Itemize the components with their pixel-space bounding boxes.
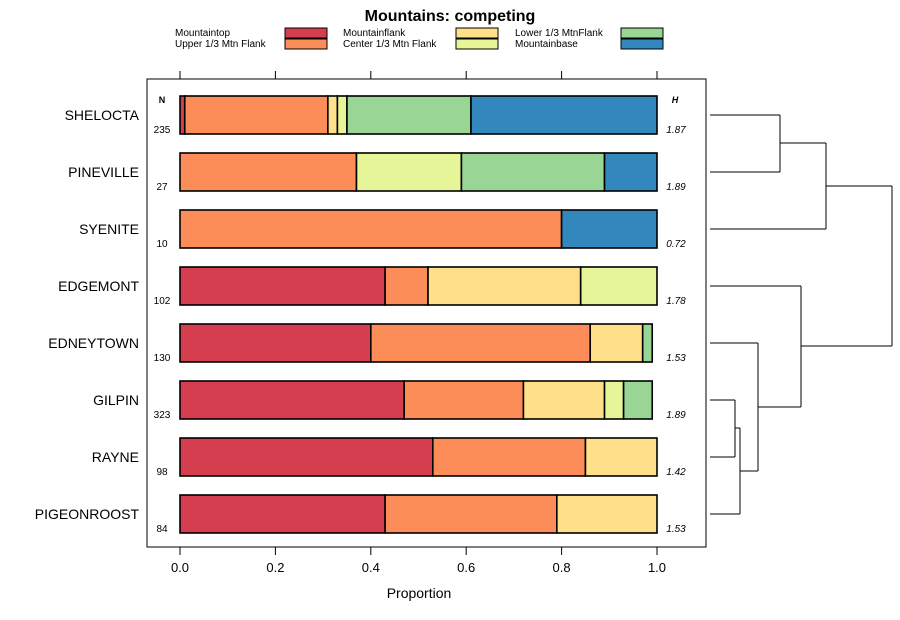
dendrogram [710, 114, 893, 515]
bar-segment [179, 380, 405, 420]
bar-segment [556, 494, 658, 534]
h-value: 1.89 [666, 182, 686, 193]
category-label: RAYNE [92, 449, 139, 465]
bar-segment [179, 323, 372, 363]
h-value: 1.53 [666, 353, 686, 364]
category-label: PIGEONROOST [35, 506, 140, 522]
category-label: SYENITE [79, 221, 139, 237]
n-column-header: N [159, 95, 166, 105]
bar-segment [179, 152, 358, 192]
h-value: 1.53 [666, 524, 686, 535]
x-tick-label: 0.0 [171, 560, 189, 575]
bar-segment [432, 437, 587, 477]
bar-segment [384, 266, 429, 306]
legend-label: Mountaintop [175, 28, 230, 39]
x-tick-label: 0.6 [457, 560, 475, 575]
h-value: 1.78 [666, 296, 686, 307]
legend-label: Lower 1/3 MtnFlank [515, 28, 604, 39]
bar-segment [336, 95, 348, 135]
n-value: 27 [156, 182, 168, 193]
category-label: EDGEMONT [58, 278, 139, 294]
bar-segment [584, 437, 658, 477]
legend-label: Upper 1/3 Mtn Flank [175, 39, 267, 50]
n-value: 235 [154, 125, 171, 136]
bar-segment [403, 380, 525, 420]
category-label: PINEVILLE [68, 164, 139, 180]
bar-segment [327, 95, 339, 135]
bar-segment [179, 266, 386, 306]
legend-label: Center 1/3 Mtn Flank [343, 39, 437, 50]
n-value: 323 [154, 410, 171, 421]
bar-segment [384, 494, 558, 534]
bar-segment [427, 266, 582, 306]
h-value: 1.89 [666, 410, 686, 421]
legend-swatch [284, 38, 328, 50]
category-label: SHELOCTA [65, 107, 140, 123]
legend-swatch [455, 27, 499, 39]
bar-segment [179, 494, 386, 534]
bar-segment [589, 323, 644, 363]
x-tick-label: 0.4 [362, 560, 380, 575]
bar-segment [470, 95, 658, 135]
bar-segment [460, 152, 606, 192]
legend-swatch [620, 38, 664, 50]
legend-label: Mountainflank [343, 28, 406, 39]
bar-segment [603, 380, 625, 420]
x-tick-label: 0.8 [553, 560, 571, 575]
n-value: 102 [154, 296, 171, 307]
chart-title: Mountains: competing [365, 8, 536, 25]
bar-segment [369, 323, 592, 363]
bar-segment [179, 209, 563, 249]
bar-segment [641, 323, 654, 363]
bar-segment [579, 266, 658, 306]
bar-segment [622, 380, 654, 420]
n-value: 84 [156, 524, 168, 535]
bar-segment [183, 95, 329, 135]
legend-swatch [620, 27, 664, 39]
n-value: 98 [156, 467, 168, 478]
x-axis: 0.0 0.2 0.4 0.6 0.8 1.0 [171, 71, 666, 575]
h-value: 1.87 [666, 125, 686, 136]
x-axis-label: Proportion [387, 585, 452, 601]
legend-swatch [455, 38, 499, 50]
bar-segment [179, 437, 434, 477]
x-tick-label: 1.0 [648, 560, 666, 575]
bar-segment [522, 380, 606, 420]
category-label: EDNEYTOWN [48, 335, 139, 351]
h-value: 1.42 [666, 467, 686, 478]
n-value: 10 [156, 239, 168, 250]
bar-segment [355, 152, 463, 192]
bar-segment [346, 95, 472, 135]
legend-label: Mountainbase [515, 39, 578, 50]
bar-segment [603, 152, 658, 192]
x-tick-label: 0.2 [266, 560, 284, 575]
bars: SHELOCTA 235 1.87 PINEVILLE 27 1.89 SYENITE 10 0… [35, 95, 686, 535]
bar-segment [560, 209, 658, 249]
h-value: 0.72 [666, 239, 686, 250]
n-value: 130 [154, 353, 171, 364]
category-label: GILPIN [93, 392, 139, 408]
legend-swatch [284, 27, 328, 39]
h-column-header: H [672, 95, 679, 105]
plot-frame [146, 78, 707, 548]
